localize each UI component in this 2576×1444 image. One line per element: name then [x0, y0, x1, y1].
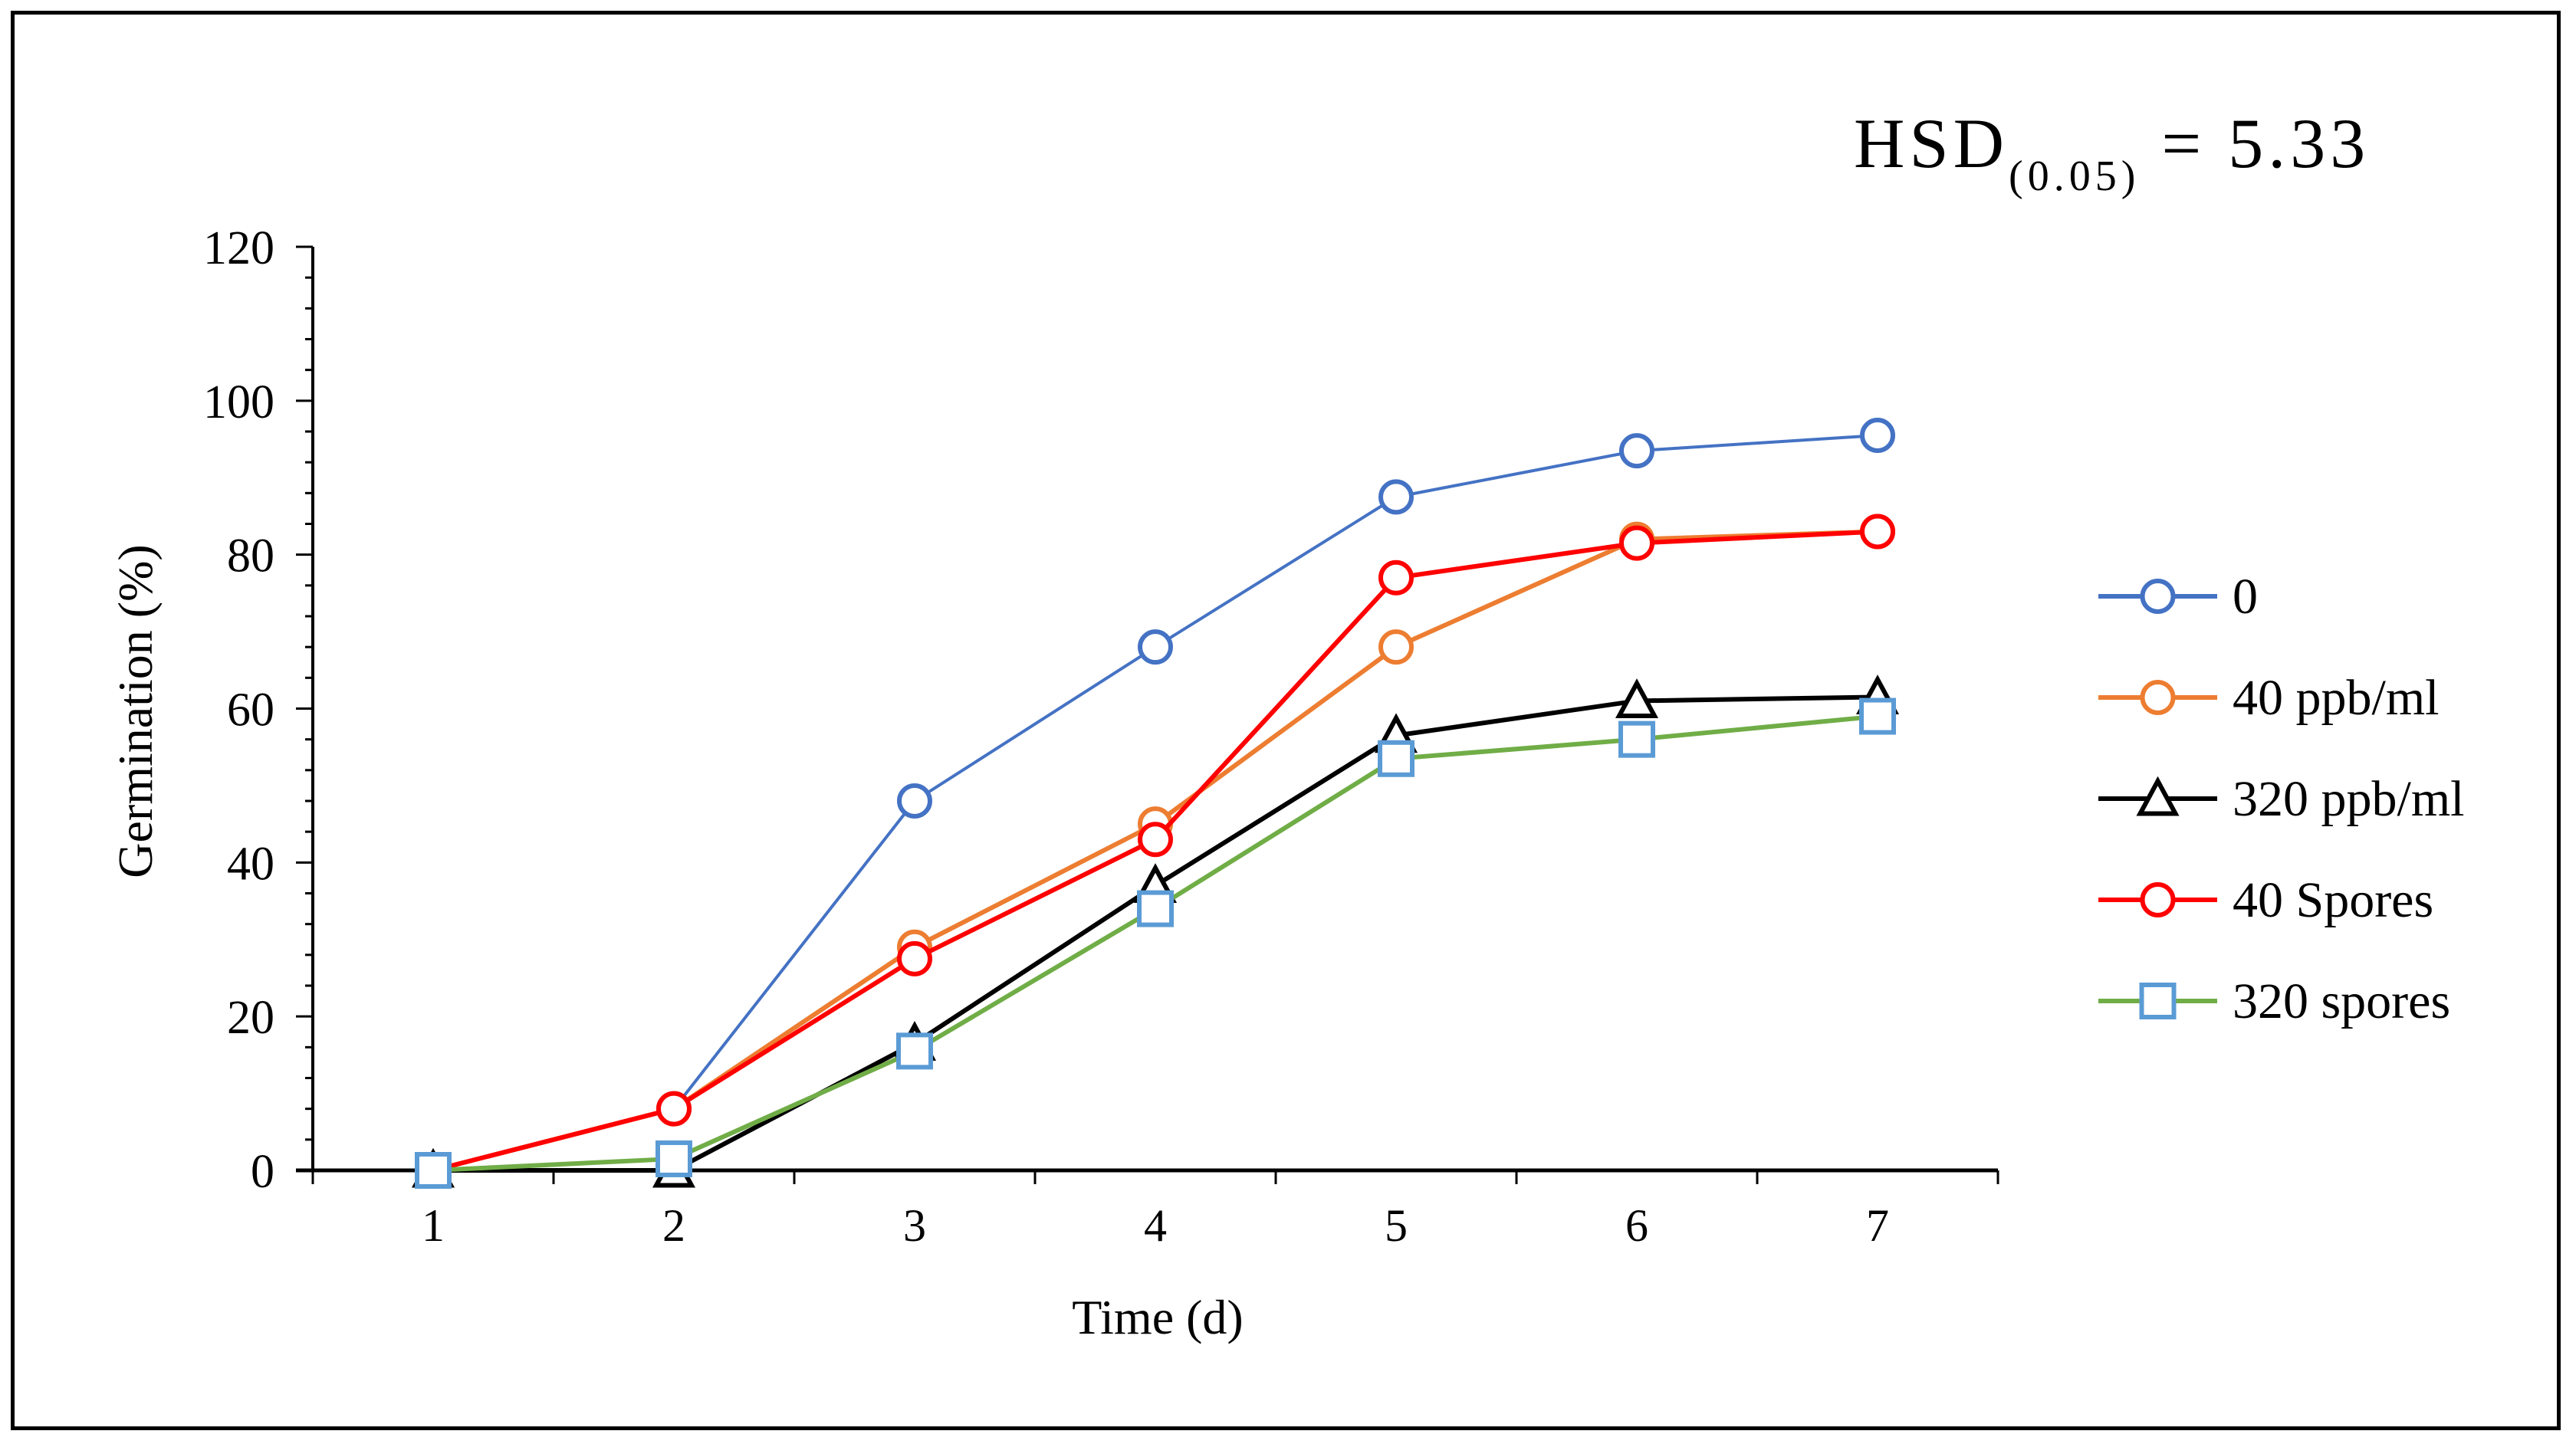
data-point — [1378, 629, 1414, 665]
data-point — [1860, 514, 1895, 550]
legend-label: 40 ppb/ml — [2233, 670, 2440, 726]
x-tick-label: 5 — [1385, 1200, 1408, 1251]
x-tick-label: 3 — [903, 1200, 926, 1251]
legend: 0 40 ppb/ml 320 ppb/ml 40 Spores 320 spores — [2098, 569, 2465, 1029]
data-point — [1619, 525, 1654, 561]
x-tick-label: 1 — [422, 1200, 445, 1251]
hsd-value: = 5.33 — [2161, 104, 2370, 182]
x-tick-label: 4 — [1144, 1200, 1167, 1251]
data-point — [656, 1140, 692, 1177]
legend-item: 320 ppb/ml — [2098, 771, 2465, 827]
series-4 — [415, 697, 1896, 1189]
x-tick-label: 7 — [1866, 1200, 1889, 1251]
series-group — [411, 418, 1900, 1189]
legend-marker — [2140, 579, 2176, 614]
legend-label: 40 Spores — [2233, 872, 2433, 928]
hsd-annotation: HSD(0.05) = 5.33 — [1854, 104, 2370, 200]
data-point — [896, 1032, 933, 1070]
legend-marker — [2136, 776, 2180, 816]
series-line — [432, 714, 1878, 1173]
legend-item: 0 — [2098, 569, 2258, 625]
hsd-subscript: (0.05) — [2009, 153, 2140, 200]
x-axis-title: Time (d) — [1072, 1290, 1243, 1344]
data-point — [1378, 479, 1414, 515]
data-point — [415, 1152, 452, 1189]
data-point — [656, 1091, 692, 1127]
y-axis-title: Germination (%) — [108, 544, 163, 878]
data-point — [1378, 560, 1414, 596]
y-tick-label: 20 — [227, 992, 274, 1044]
data-point — [1859, 697, 1896, 735]
y-tick-label: 120 — [203, 222, 274, 274]
series-line — [432, 434, 1878, 1172]
series-2 — [411, 674, 1900, 1188]
legend-label: 320 spores — [2233, 973, 2450, 1029]
data-point — [1619, 433, 1654, 469]
data-point — [1615, 678, 1659, 719]
data-point — [1137, 890, 1174, 927]
y-tick-label: 60 — [227, 684, 274, 737]
x-tick-label: 2 — [662, 1200, 685, 1251]
data-point — [897, 783, 932, 819]
legend-marker — [2139, 983, 2177, 1019]
legend-label: 0 — [2233, 569, 2258, 625]
chart-frame — [11, 11, 2561, 1430]
legend-marker — [2140, 882, 2176, 917]
data-point — [1860, 418, 1895, 454]
legend-item: 40 ppb/ml — [2098, 670, 2440, 726]
data-point — [897, 940, 932, 976]
axes: 0 20 40 60 80 100 120 1 2 3 4 5 6 7 — [203, 222, 1999, 1251]
legend-item: 320 spores — [2098, 973, 2450, 1029]
y-tick-label: 0 — [251, 1146, 274, 1198]
series-0 — [416, 418, 1895, 1188]
hsd-label: HSD — [1854, 104, 2009, 182]
legend-label: 320 ppb/ml — [2233, 771, 2465, 827]
data-point — [1618, 720, 1655, 758]
x-tick-label: 6 — [1625, 1200, 1648, 1251]
data-point — [1138, 629, 1173, 665]
legend-marker — [2140, 680, 2176, 715]
data-point — [1138, 822, 1173, 858]
y-tick-label: 100 — [203, 376, 274, 428]
legend-item: 40 Spores — [2098, 872, 2433, 928]
series-3 — [416, 514, 1895, 1188]
data-point — [1378, 740, 1414, 777]
y-tick-label: 80 — [227, 530, 274, 583]
y-tick-label: 40 — [227, 838, 274, 890]
series-line — [433, 694, 1878, 1173]
